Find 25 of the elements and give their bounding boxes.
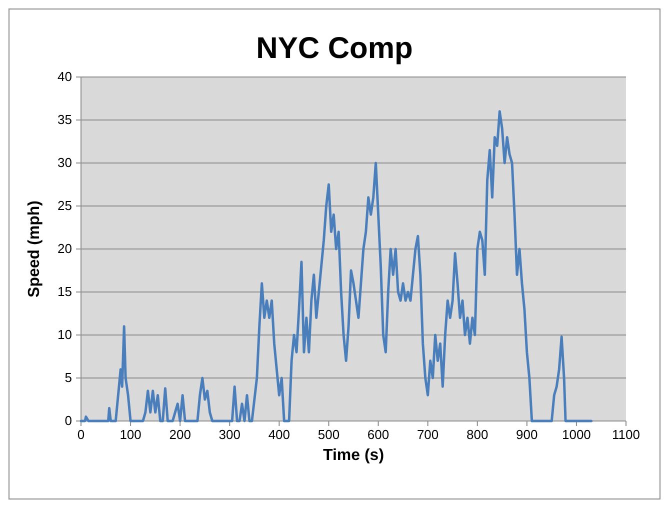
x-tick-label: 400	[268, 427, 290, 442]
chart-title: NYC Comp	[256, 32, 413, 65]
y-tick-label: 10	[58, 327, 72, 342]
x-tick-label: 800	[466, 427, 488, 442]
y-tick-label: 0	[64, 413, 72, 428]
x-tick-label: 700	[416, 427, 439, 442]
x-axis-title: Time (s)	[322, 447, 384, 464]
line-series	[80, 110, 593, 422]
x-tick-label: 300	[218, 427, 240, 442]
y-tick-label: 15	[58, 284, 72, 299]
x-tick-label: 500	[318, 427, 340, 442]
x-tick-label: 900	[516, 427, 538, 442]
x-tick-label: 1000	[562, 427, 591, 442]
x-tick-label: 100	[120, 427, 142, 442]
y-tick-label: 20	[58, 241, 72, 256]
y-tick-label: 30	[58, 155, 72, 170]
y-axis-title: Speed (mph)	[26, 200, 43, 298]
x-tick-label: 600	[367, 427, 390, 442]
x-tick-label: 1100	[612, 427, 640, 442]
x-tick-label: 200	[169, 427, 191, 442]
y-tick-label: 35	[58, 112, 72, 127]
x-tick-label: 0	[77, 427, 85, 442]
y-tick-label: 25	[58, 198, 72, 213]
y-tick-label: 5	[64, 370, 72, 385]
y-tick-label: 40	[58, 69, 72, 84]
